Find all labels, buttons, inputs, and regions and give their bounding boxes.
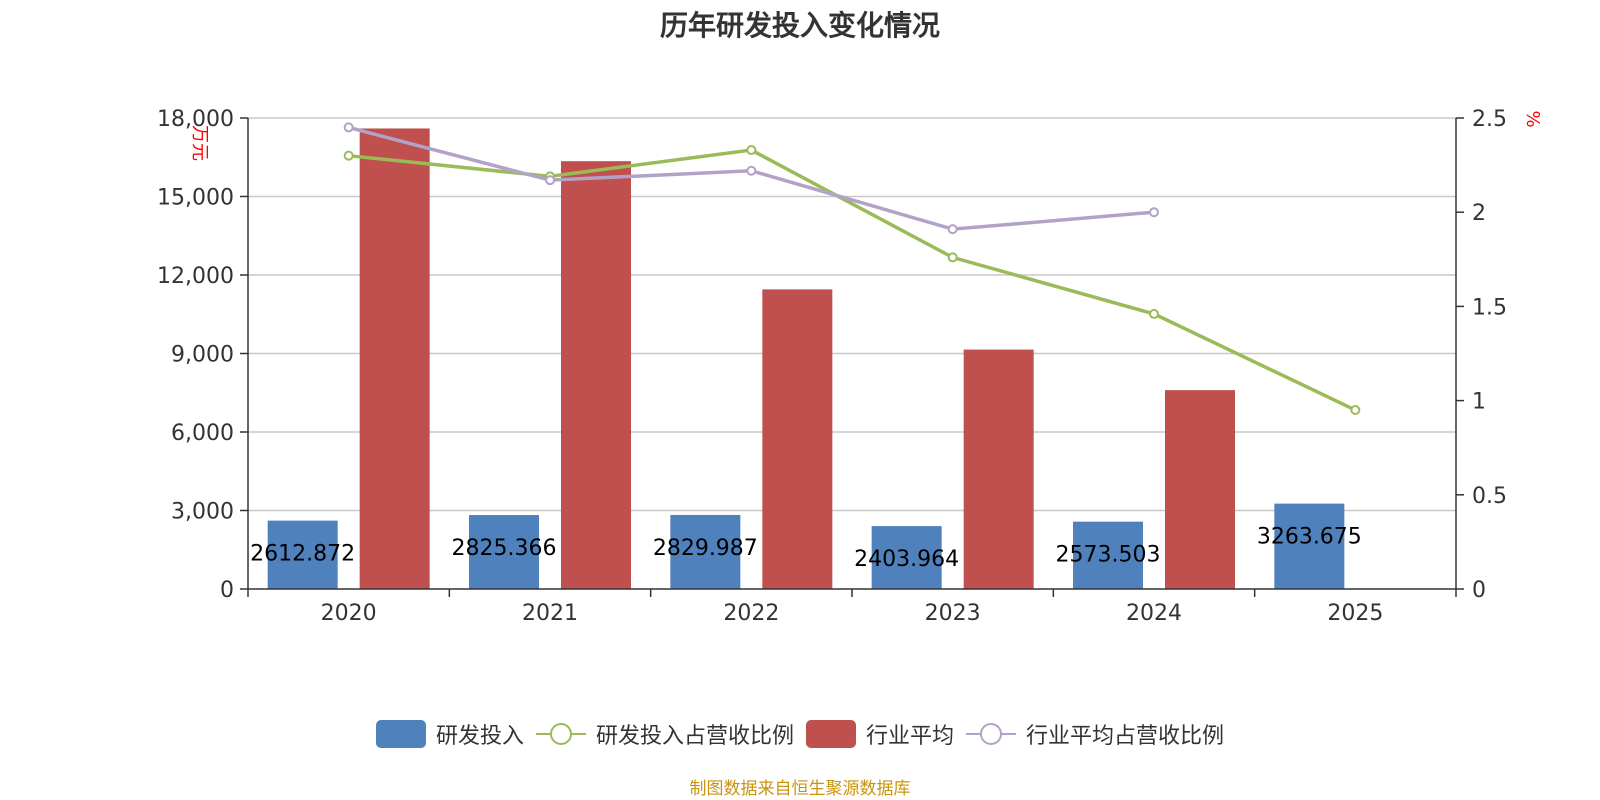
point-industry-ratio	[1149, 207, 1159, 218]
bar-rd	[670, 514, 741, 589]
data-label-rd: 2825.366	[452, 536, 557, 561]
left-axis-tick-label: 18,000	[157, 107, 234, 132]
bar-rd	[871, 526, 942, 589]
point-industry-ratio	[343, 122, 354, 133]
right-axis-tick-label: 1	[1472, 390, 1486, 415]
data-label-rd: 3263.675	[1257, 525, 1362, 550]
bar-rd	[267, 520, 338, 589]
chart-title: 历年研发投入变化情况	[659, 9, 940, 42]
legend-label-industry-ratio: 行业平均占营收比例	[1026, 724, 1225, 749]
bar-industry	[963, 349, 1034, 589]
source-note: 制图数据来自恒生聚源数据库	[689, 779, 911, 799]
right-axis-tick-label: 1.5	[1472, 295, 1507, 320]
point-rd-ratio	[746, 145, 757, 156]
point-industry-ratio	[545, 175, 555, 186]
legend-item-rd[interactable]: 研发投入	[375, 718, 524, 750]
x-axis-tick-label: 2022	[723, 601, 779, 626]
bar-industry	[762, 289, 833, 589]
right-axis-tick-label: 2.5	[1472, 107, 1507, 132]
legend-label-rd: 研发投入	[435, 724, 524, 749]
legend-swatch-marker	[549, 723, 572, 745]
left-axis-tick-label: 15,000	[157, 186, 234, 211]
line-industry-ratio	[348, 125, 1155, 231]
point-rd-ratio	[343, 150, 354, 161]
data-label-rd: 2829.987	[653, 536, 758, 561]
point-rd-ratio	[947, 252, 958, 263]
legend-swatch-rd	[375, 720, 426, 748]
legend-item-industry[interactable]: 行业平均	[806, 718, 954, 750]
legend-label-industry: 行业平均	[866, 724, 955, 749]
point-rd-ratio	[1149, 308, 1159, 319]
left-axis-tick-label: 12,000	[157, 264, 234, 289]
x-axis-tick-label: 2024	[1126, 601, 1182, 626]
legend-swatch-industry	[806, 720, 856, 748]
line-rd-ratio	[348, 148, 1357, 412]
legend-swatch-marker	[980, 723, 1003, 745]
x-axis-tick-label: 2021	[522, 601, 578, 626]
right-axis-tick-label: 2	[1472, 201, 1486, 226]
legend: 研发投入 研发投入占营收比例 行业平均 行业平均占营收比例	[0, 718, 1600, 750]
legend-item-rd-ratio[interactable]: 研发投入占营收比例	[535, 718, 794, 750]
bar-rd	[1274, 503, 1345, 589]
data-labels: 2612.872 2825.366 2829.987 2403.964 2573.503…	[250, 525, 1362, 572]
legend-label-rd-ratio: 研发投入占营收比例	[595, 724, 794, 749]
left-axis-tick-label: 6,000	[171, 421, 234, 446]
x-axis-tick-label: 2020	[321, 601, 377, 626]
left-axis-unit: 万元	[189, 125, 210, 161]
data-label-rd: 2573.503	[1056, 543, 1161, 568]
data-label-rd: 2612.872	[250, 542, 355, 567]
bar-industry	[1165, 390, 1235, 589]
bar-industry	[561, 161, 631, 590]
bar-rd	[469, 515, 539, 589]
bar-layer	[267, 128, 1345, 590]
grid-lines	[248, 117, 1456, 512]
legend-item-industry-ratio[interactable]: 行业平均占营收比例	[966, 718, 1224, 750]
line-layer	[343, 122, 1361, 416]
point-industry-ratio	[746, 165, 757, 176]
bar-rd	[1073, 521, 1143, 589]
point-rd-ratio	[1350, 405, 1361, 416]
legend-swatch-industry-ratio	[966, 723, 1017, 745]
legend-swatch-rd-ratio	[535, 723, 586, 745]
x-axis-tick-label: 2023	[925, 601, 981, 626]
left-axis-tick-label: 3,000	[171, 500, 234, 525]
axes: 0 3,000 6,000 9,000 12,000 15,000 18,000 0 0.5 1 1…	[157, 107, 1543, 626]
bar-industry	[359, 128, 430, 589]
left-axis-tick-label: 9,000	[171, 343, 234, 368]
right-axis-unit: %	[1522, 110, 1543, 127]
right-axis-tick-label: 0	[1472, 578, 1486, 603]
x-axis-tick-label: 2025	[1327, 601, 1383, 626]
data-label-rd: 2403.964	[854, 547, 959, 572]
right-axis-tick-label: 0.5	[1472, 484, 1507, 509]
left-axis-tick-label: 0	[220, 578, 234, 603]
point-industry-ratio	[947, 224, 958, 235]
